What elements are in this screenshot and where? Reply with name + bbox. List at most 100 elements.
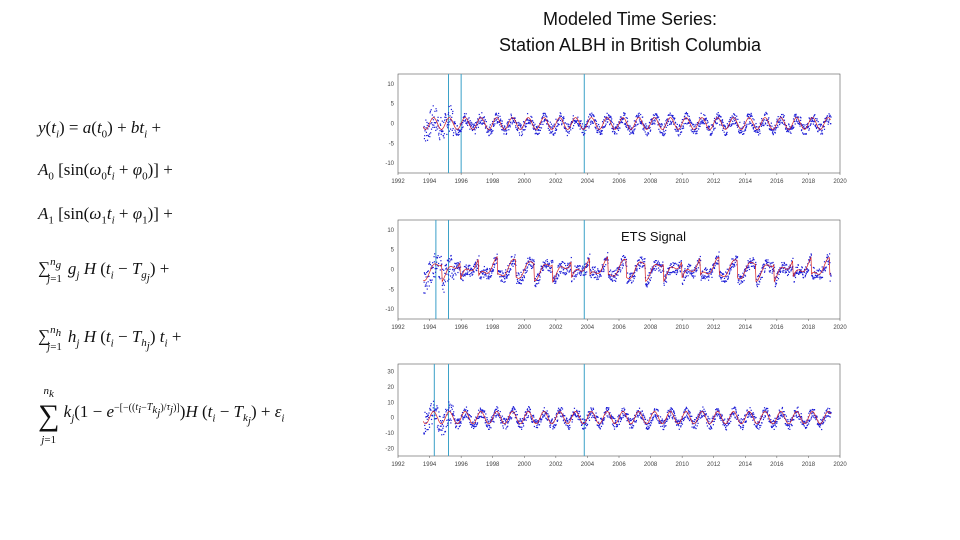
data-point (712, 415, 714, 417)
data-point (463, 270, 465, 272)
data-point (591, 409, 593, 411)
data-point (502, 272, 504, 275)
data-point (823, 418, 825, 420)
data-point (527, 415, 530, 417)
data-point (713, 117, 716, 120)
data-point (596, 278, 598, 281)
data-point (736, 260, 738, 262)
data-point (820, 123, 822, 125)
data-point (466, 273, 468, 276)
data-point (711, 427, 713, 430)
data-point (579, 265, 582, 267)
data-point (554, 417, 556, 419)
data-point (694, 125, 696, 127)
data-point (541, 414, 543, 416)
data-point (449, 410, 452, 412)
data-point (732, 264, 734, 266)
data-point (518, 420, 520, 422)
data-point (458, 268, 460, 270)
data-point (549, 121, 551, 123)
data-point (742, 130, 744, 132)
data-point (676, 421, 679, 423)
data-point (736, 115, 738, 117)
data-point (532, 420, 534, 422)
data-point (427, 270, 430, 272)
data-point (805, 272, 807, 274)
data-point (519, 125, 522, 127)
data-point (591, 267, 593, 269)
data-point (668, 410, 670, 413)
data-point (501, 270, 503, 272)
data-point (720, 124, 722, 126)
data-point (440, 255, 442, 258)
data-point (566, 417, 568, 420)
data-point (639, 411, 641, 413)
data-point (648, 428, 650, 430)
data-point (626, 272, 629, 274)
data-point (719, 124, 721, 126)
data-point (817, 422, 819, 424)
data-point (525, 271, 528, 273)
data-point (450, 119, 452, 121)
data-point (784, 414, 786, 416)
data-point (691, 426, 693, 428)
y-tick-label: 10 (387, 228, 394, 234)
data-point (617, 416, 619, 418)
x-tick-label: 1992 (391, 325, 405, 331)
data-point (445, 267, 448, 269)
data-point (634, 128, 636, 130)
data-point (655, 265, 657, 268)
data-point (692, 130, 694, 133)
data-point (759, 130, 761, 132)
data-point (671, 271, 673, 274)
data-point (827, 263, 830, 265)
data-point (432, 400, 435, 402)
data-point (781, 406, 784, 409)
data-point (798, 121, 801, 124)
data-point (443, 413, 446, 416)
data-point (623, 255, 625, 257)
data-point (574, 120, 577, 122)
data-point (648, 133, 650, 135)
data-point (761, 117, 763, 120)
data-points (423, 400, 832, 436)
data-point (433, 256, 435, 258)
data-point (580, 120, 582, 122)
east-timeseries-chart: 1992 1994 1996 1998 2000 2002 2004 2006 2008 2010… (385, 219, 847, 331)
data-point (485, 413, 487, 415)
data-point (680, 260, 682, 262)
data-point (717, 410, 719, 412)
data-point (732, 120, 734, 122)
data-point (470, 125, 472, 127)
data-point (705, 126, 708, 129)
data-point (652, 269, 654, 271)
data-point (641, 120, 643, 122)
data-point (771, 268, 774, 271)
data-point (625, 125, 627, 127)
data-point (626, 265, 628, 267)
data-point (817, 274, 819, 276)
data-point (554, 282, 556, 285)
data-point (630, 127, 632, 129)
data-point (824, 270, 826, 272)
data-point (456, 262, 458, 264)
data-point (455, 133, 457, 135)
data-point (786, 420, 788, 422)
data-point (446, 273, 448, 275)
data-point (552, 261, 554, 263)
x-tick-label: 2008 (644, 462, 658, 468)
data-point (520, 420, 522, 422)
data-point (449, 121, 451, 123)
data-point (801, 125, 803, 127)
data-point (802, 127, 804, 129)
data-point (823, 125, 825, 128)
data-point (646, 284, 648, 286)
data-point (612, 125, 614, 127)
data-point (483, 269, 485, 271)
data-point (802, 424, 805, 426)
data-point (606, 118, 608, 120)
data-point (452, 127, 454, 130)
data-point (441, 423, 443, 426)
data-point (764, 267, 766, 270)
data-point (665, 277, 667, 279)
